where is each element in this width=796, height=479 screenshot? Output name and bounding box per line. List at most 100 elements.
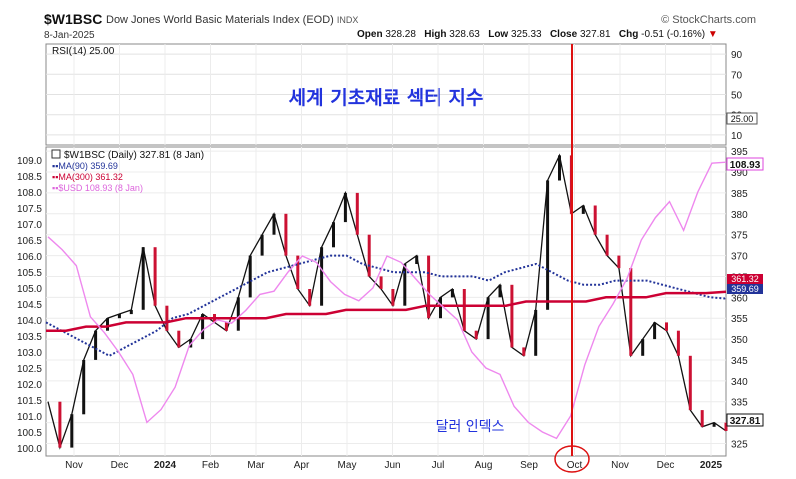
price-tick-label: 360	[731, 293, 748, 304]
x-tick-label: Mar	[247, 460, 265, 471]
x-tick-label: 2024	[154, 460, 177, 471]
price-candle	[260, 234, 264, 256]
price-candle	[272, 213, 276, 235]
usd-tick-label: 105.0	[17, 284, 42, 295]
price-tick-label: 340	[731, 377, 748, 388]
usd-tick-label: 108.5	[17, 172, 42, 183]
price-candle	[653, 322, 657, 340]
legend-ma90: ▪▪MA(90) 359.69	[52, 161, 118, 171]
event-marker-circle	[554, 445, 590, 473]
price-candle	[367, 234, 371, 277]
legend-main: $W1BSC (Daily) 327.81 (8 Jan)	[64, 150, 204, 161]
price-tick-label: 345	[731, 356, 748, 367]
x-tick-label: Jul	[432, 460, 445, 471]
x-tick-label: Oct	[567, 460, 583, 471]
price-candle	[94, 330, 98, 360]
price-panel	[45, 146, 727, 457]
x-tick-label: 2025	[700, 460, 723, 471]
price-candle	[153, 247, 157, 306]
usd-tick-label: 101.5	[17, 396, 42, 407]
usd-tick-label: 101.0	[17, 412, 42, 423]
chart-header: $W1BSC Dow Jones World Basic Materials I…	[0, 0, 796, 44]
usd-tick-label: 106.5	[17, 236, 42, 247]
price-candle	[605, 234, 609, 256]
price-candle	[165, 305, 169, 331]
price-candle	[82, 360, 86, 415]
usd-tick-label: 105.5	[17, 268, 42, 279]
price-candle	[665, 322, 668, 331]
price-tick-label: 335	[731, 398, 748, 409]
rsi-value-tag-text: 25.00	[731, 114, 754, 124]
price-candle	[177, 330, 181, 348]
price-candle	[641, 339, 645, 356]
price-candle	[308, 289, 312, 306]
chart-date: 8-Jan-2025	[44, 30, 95, 41]
series--w1bsc	[47, 153, 727, 450]
price-candle	[70, 414, 74, 448]
usd-tick-label: 104.0	[17, 316, 42, 327]
price-candle	[332, 222, 335, 248]
usd-tick-label: 109.0	[17, 156, 42, 167]
usd-tick-label: 103.5	[17, 332, 42, 343]
main-legend-icon	[51, 149, 61, 159]
price-candle	[201, 314, 205, 340]
price-tick-label: 375	[731, 231, 748, 242]
price-candle	[343, 192, 347, 223]
series-ma-90-	[45, 254, 727, 357]
price-candle	[688, 355, 692, 411]
price-axis-ticks: 3953903853803753703653603553503453403353…	[731, 147, 748, 450]
price-candle	[676, 330, 680, 356]
price-candle	[724, 422, 728, 431]
price-tick-label: 355	[731, 314, 748, 325]
usd-tick-label: 100.5	[17, 428, 42, 439]
value-tags: 108.93 361.32 359.69 327.81	[726, 157, 764, 427]
x-tick-label: Aug	[475, 460, 493, 471]
rsi-legend: RSI(14) 25.00	[52, 46, 115, 57]
rsi-tick-label: 10	[731, 131, 743, 142]
tag-ma300-box	[727, 274, 763, 284]
ohlc-readout: Open 328.28 High 328.63 Low 325.33 Close…	[357, 29, 718, 40]
series--usd	[47, 161, 727, 440]
rsi-value-tag	[726, 112, 758, 125]
price-tick-label: 390	[731, 168, 748, 179]
index-name: Dow Jones World Basic Materials Index (E…	[106, 14, 359, 26]
price-candle	[427, 255, 431, 319]
symbol: $W1BSC	[44, 11, 103, 27]
price-candle	[558, 155, 561, 181]
price-tick-label: 395	[731, 147, 748, 158]
tag-usd: 108.93	[730, 160, 761, 171]
usd-tick-label: 106.0	[17, 252, 42, 263]
price-candle	[106, 318, 109, 331]
price-tick-label: 350	[731, 335, 748, 346]
price-candle	[296, 255, 300, 289]
x-tick-label: Feb	[202, 460, 220, 471]
price-tick-label: 370	[731, 252, 748, 263]
x-tick-label: Dec	[111, 460, 129, 471]
series-layer	[45, 153, 728, 450]
price-tick-label: 380	[731, 210, 748, 221]
series-ma-300-	[46, 290, 727, 332]
price-candle	[391, 289, 395, 306]
rsi-tick-label: 90	[731, 50, 743, 61]
x-tick-label: Sep	[520, 460, 538, 471]
rsi-tick-label: 50	[731, 91, 743, 102]
x-tick-label: Jun	[384, 460, 400, 471]
tag-ma90-box	[727, 284, 763, 294]
price-candle	[617, 255, 621, 269]
price-tick-label: 385	[731, 189, 748, 200]
price-candle	[403, 263, 407, 306]
price-candle	[117, 314, 121, 319]
price-candle	[534, 309, 538, 356]
price-candle	[224, 322, 228, 331]
price-candle	[236, 297, 240, 331]
price-candle	[439, 297, 442, 319]
usd-tick-label: 102.0	[17, 380, 42, 391]
price-candle	[129, 309, 133, 315]
price-candle	[593, 205, 597, 235]
tag-usd-box	[726, 157, 764, 171]
x-tick-label: Dec	[657, 460, 675, 471]
price-candle	[58, 401, 62, 448]
usd-tick-label: 107.0	[17, 220, 42, 231]
usd-tick-label: 102.5	[17, 364, 42, 375]
